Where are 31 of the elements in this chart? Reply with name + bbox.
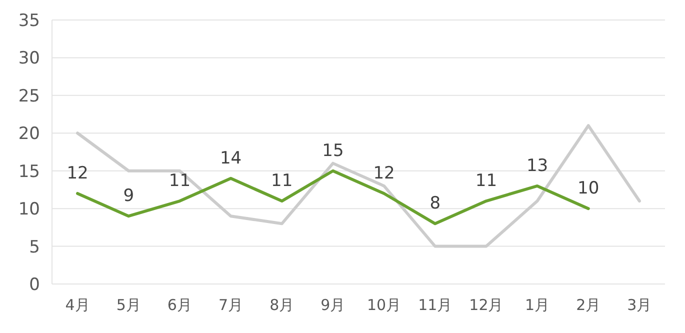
- y-tick-label: 0: [29, 275, 40, 295]
- x-tick-label: 4月: [65, 296, 90, 314]
- data-label: 8: [430, 194, 441, 214]
- data-label: 9: [123, 186, 134, 206]
- x-tick-label: 5月: [116, 296, 141, 314]
- data-label: 13: [526, 156, 548, 176]
- y-tick-label: 20: [18, 124, 40, 144]
- y-tick-label: 15: [18, 162, 40, 182]
- data-label: 12: [373, 163, 395, 184]
- data-label: 10: [578, 178, 600, 199]
- x-tick-label: 1月: [525, 296, 550, 314]
- data-label: 11: [168, 171, 191, 192]
- y-tick-label: 10: [18, 200, 40, 220]
- x-tick-label: 11月: [418, 296, 452, 314]
- x-tick-label: 2月: [576, 296, 601, 314]
- y-tick-label: 25: [18, 86, 40, 106]
- y-tick-label: 30: [18, 48, 40, 69]
- x-tick-label: 10月: [366, 296, 402, 314]
- y-tick-label: 5: [29, 237, 40, 258]
- y-tick-label: 35: [18, 11, 40, 31]
- data-label: 15: [322, 140, 344, 161]
- data-label: 12: [66, 163, 88, 184]
- x-tick-label: 6月: [167, 296, 192, 314]
- data-label: 11: [475, 171, 498, 192]
- x-tick-label: 9月: [320, 296, 346, 314]
- x-tick-label: 3月: [627, 296, 652, 314]
- x-tick-label: 7月: [218, 296, 244, 314]
- x-tick-label: 12月: [469, 296, 504, 314]
- data-label: 11: [271, 171, 293, 192]
- data-label: 14: [220, 148, 242, 168]
- x-tick-label: 8月: [270, 296, 294, 314]
